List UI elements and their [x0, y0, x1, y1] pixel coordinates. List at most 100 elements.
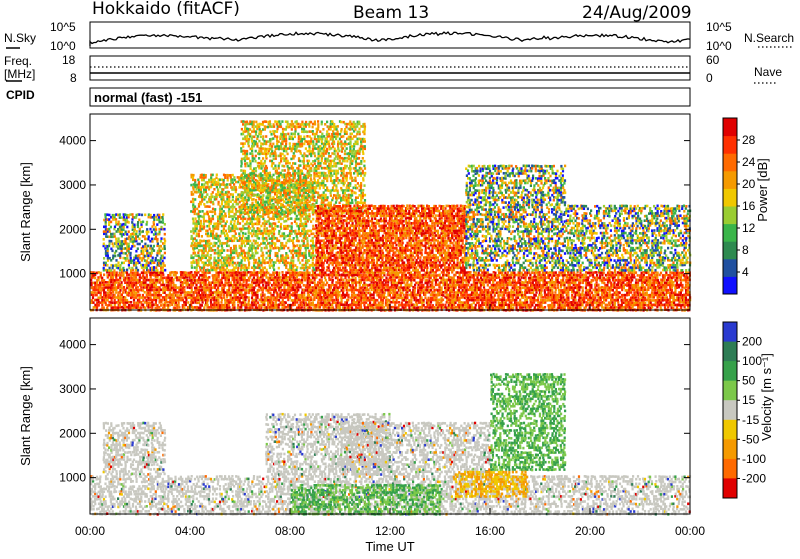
power-cell — [278, 272, 280, 275]
power-cell — [663, 289, 665, 292]
power-cell — [385, 296, 387, 299]
power-cell — [569, 284, 571, 287]
power-cell — [163, 304, 165, 307]
power-cell — [463, 284, 465, 287]
power-cell — [424, 276, 426, 279]
power-cell — [303, 289, 305, 292]
power-cell — [283, 294, 285, 297]
power-cell — [333, 287, 335, 290]
power-cell — [108, 296, 110, 299]
power-cell — [128, 248, 130, 251]
power-cell — [292, 299, 294, 302]
power-cell — [137, 272, 139, 275]
power-cell — [657, 284, 659, 287]
power-cell — [505, 279, 507, 282]
power-cell — [137, 247, 139, 250]
power-cell — [121, 245, 123, 248]
power-cell — [259, 299, 261, 302]
power-cell — [654, 304, 656, 307]
power-cell — [485, 289, 487, 292]
power-cell — [592, 294, 594, 297]
power-cell — [426, 291, 428, 294]
power-cell — [249, 306, 251, 309]
power-cell — [638, 299, 640, 302]
power-cell — [196, 269, 198, 272]
power-cell — [107, 255, 109, 258]
power-cell — [101, 277, 103, 280]
power-cell — [147, 245, 149, 248]
power-cell — [448, 287, 450, 290]
power-cell — [449, 281, 451, 284]
power-cell — [556, 297, 558, 300]
power-cell — [315, 294, 317, 297]
power-cell — [149, 228, 151, 231]
power-cell — [544, 279, 546, 282]
power-cell — [540, 276, 542, 279]
power-cell — [124, 296, 126, 299]
power-cell — [374, 271, 376, 274]
power-cell — [672, 281, 674, 284]
power-cell — [213, 282, 215, 285]
power-cell — [421, 299, 423, 302]
power-cell — [160, 294, 162, 297]
power-cell — [224, 271, 226, 274]
power-cell — [549, 292, 551, 295]
power-cell — [206, 294, 208, 297]
power-cell — [342, 287, 344, 290]
power-cell — [549, 304, 551, 307]
power-cell — [401, 279, 403, 282]
power-cell — [628, 304, 630, 307]
power-cell — [617, 301, 619, 304]
power-cell — [240, 291, 242, 294]
power-cell — [128, 292, 130, 295]
power-cell — [283, 281, 285, 284]
power-cell — [540, 287, 542, 290]
power-cell — [106, 213, 108, 216]
power-cell — [592, 274, 594, 277]
power-cell — [430, 276, 432, 279]
power-cell — [115, 291, 117, 294]
power-cell — [578, 304, 580, 307]
power-cell — [503, 281, 505, 284]
power-cell — [156, 286, 158, 289]
power-cell — [135, 297, 137, 300]
power-cell — [128, 294, 130, 297]
power-cell — [240, 286, 242, 289]
power-cell — [453, 299, 455, 302]
power-cell — [181, 274, 183, 277]
power-cell — [540, 299, 542, 302]
power-cell — [309, 284, 311, 287]
power-cell — [242, 297, 244, 300]
power-cell — [287, 294, 289, 297]
power-cell — [126, 301, 128, 304]
power-cell — [155, 266, 157, 269]
power-cell — [494, 274, 496, 277]
power-cell — [599, 274, 601, 277]
power-cell — [560, 301, 562, 304]
power-cell — [623, 306, 625, 309]
power-cell — [612, 301, 614, 304]
power-cell — [569, 306, 571, 309]
power-cell — [614, 302, 616, 305]
power-cell — [217, 287, 219, 290]
power-cell — [144, 307, 146, 310]
power-cell — [419, 274, 421, 277]
power-cell — [158, 294, 160, 297]
power-cell — [553, 274, 555, 277]
power-cell — [375, 304, 377, 307]
power-cell — [521, 291, 523, 294]
power-cell — [347, 299, 349, 302]
power-cell — [403, 289, 405, 292]
power-cell — [126, 254, 128, 257]
power-cell — [137, 221, 139, 224]
power-cell — [274, 279, 276, 282]
power-cell — [276, 274, 278, 277]
power-cell — [539, 289, 541, 292]
power-cell — [274, 286, 276, 289]
power-cell — [344, 274, 346, 277]
power-cell — [265, 274, 267, 277]
power-cell — [544, 294, 546, 297]
power-cell — [142, 230, 144, 233]
power-cell — [456, 281, 458, 284]
power-cell — [534, 306, 536, 309]
